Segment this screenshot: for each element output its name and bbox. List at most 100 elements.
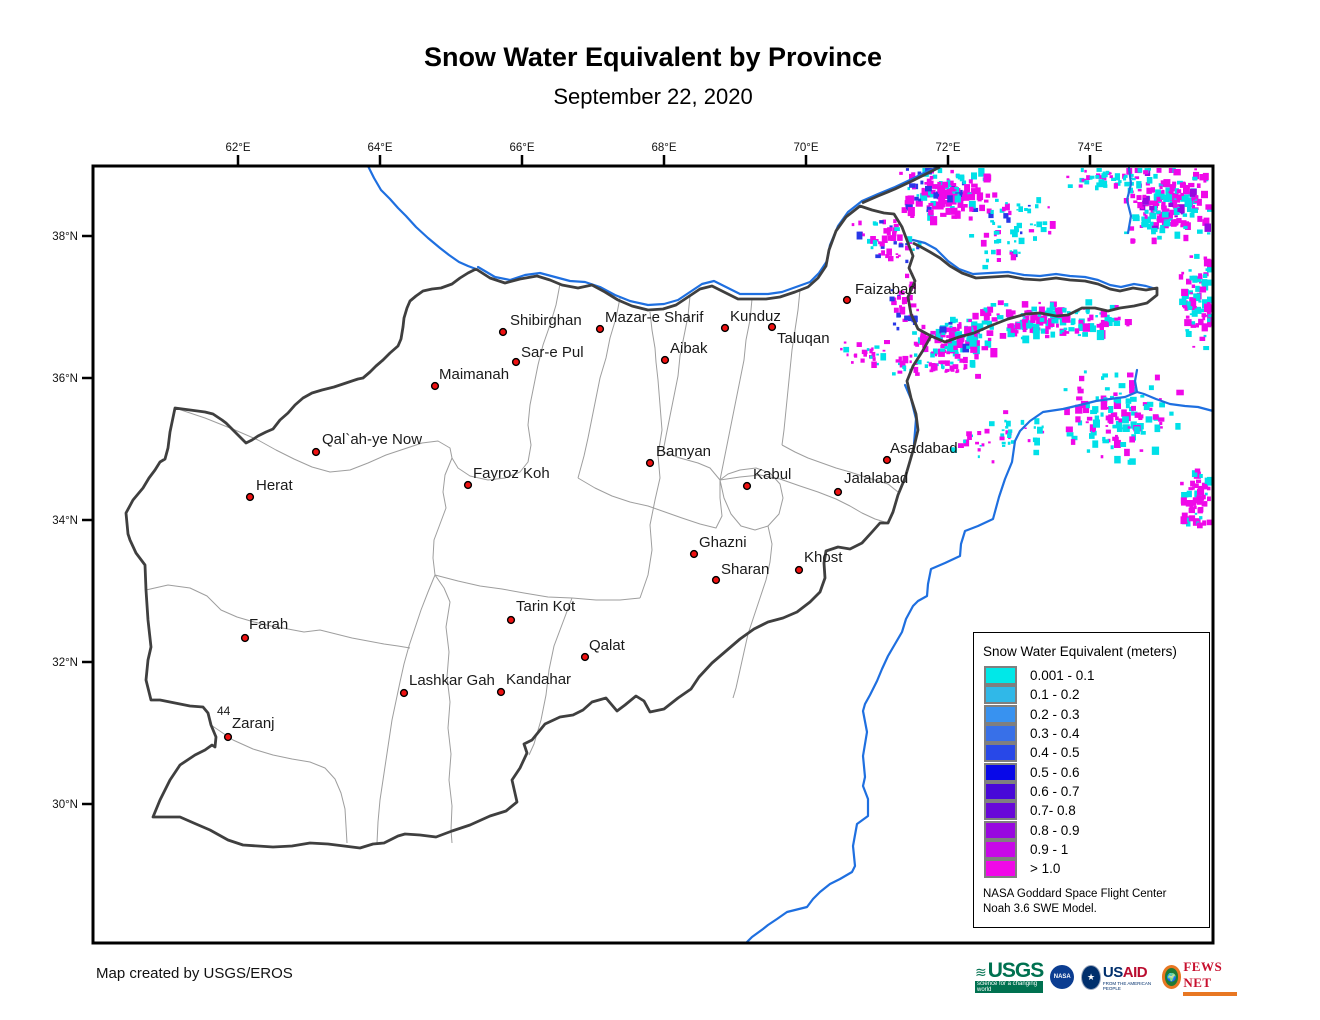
province-border-line — [719, 298, 753, 481]
snow-pixel — [1039, 317, 1045, 322]
snow-pixel — [1086, 311, 1090, 315]
snow-pixel — [1151, 222, 1159, 230]
snow-pixel — [951, 183, 957, 187]
legend-swatch — [984, 781, 1017, 801]
legend-row: 0.5 - 0.6 — [984, 762, 1209, 782]
snow-pixel — [1159, 185, 1163, 190]
legend-row: 0.3 - 0.4 — [984, 724, 1209, 744]
latitude-tick-label: 30°N — [52, 799, 78, 811]
snow-pixel — [950, 361, 954, 365]
legend-label: 0.001 - 0.1 — [1030, 668, 1095, 684]
snow-pixel — [977, 448, 981, 452]
map-frame — [91, 164, 1215, 945]
snow-pixel — [947, 343, 954, 349]
snow-pixel — [1092, 406, 1099, 413]
snow-pixel — [974, 353, 979, 360]
snow-pixel — [1093, 411, 1096, 414]
province-border-line — [528, 597, 573, 756]
snow-pixel — [1002, 206, 1006, 212]
snow-pixel — [987, 337, 992, 341]
snow-pixel — [1008, 210, 1012, 216]
snow-pixel — [1203, 258, 1211, 267]
snow-pixel — [1203, 334, 1207, 338]
snow-pixel — [908, 284, 912, 288]
snow-pixel — [1182, 305, 1186, 309]
snow-pixel — [950, 186, 957, 191]
snow-pixel — [935, 328, 943, 339]
snow-pixel — [1008, 437, 1011, 440]
snow-pixel — [945, 208, 951, 215]
nasa-meatball-icon: NASA — [1050, 965, 1075, 989]
snow-pixel — [940, 201, 945, 208]
legend-swatch — [984, 762, 1017, 782]
snow-pixel — [941, 332, 946, 335]
snow-pixel — [1018, 206, 1023, 212]
snow-pixel — [910, 303, 917, 308]
snow-pixel — [1201, 494, 1206, 500]
city-dot — [833, 487, 843, 497]
snow-pixel — [1172, 203, 1178, 208]
snow-pixel — [963, 356, 968, 364]
snow-pixel — [1046, 309, 1053, 317]
snow-pixel — [942, 200, 948, 205]
snow-pixel — [1090, 430, 1097, 436]
snow-pixel — [1068, 327, 1075, 332]
snow-pixel — [924, 182, 928, 185]
snow-pixel — [851, 361, 854, 364]
snow-pixel — [904, 315, 909, 321]
snow-pixel — [892, 231, 897, 237]
snow-pixel — [840, 347, 843, 351]
snow-pixel — [1174, 188, 1179, 194]
snow-pixel — [936, 191, 942, 197]
snow-pixel — [1193, 505, 1197, 510]
snow-pixel — [1125, 398, 1132, 404]
snow-pixel — [1148, 385, 1154, 391]
snow-pixel — [1173, 169, 1181, 176]
snow-pixel — [955, 334, 958, 337]
snow-pixel — [969, 360, 976, 368]
page-title: Snow Water Equivalent by Province — [423, 42, 883, 72]
snow-pixel — [980, 239, 987, 247]
snow-pixel — [1205, 268, 1210, 272]
snow-pixel — [1004, 203, 1010, 211]
snow-pixel — [942, 189, 949, 195]
legend-note-line1: NASA Goddard Space Flight Center — [983, 888, 1167, 901]
legend-swatch — [984, 820, 1017, 840]
snow-pixel — [1153, 193, 1158, 199]
snow-pixel — [1079, 375, 1085, 382]
snow-pixel — [1038, 301, 1041, 305]
snow-pixel — [1177, 218, 1182, 223]
snow-pixel — [1077, 388, 1084, 394]
snow-pixel — [915, 200, 923, 207]
snow-pixel — [985, 193, 991, 198]
snow-pixel — [875, 362, 879, 366]
snow-pixel — [1158, 183, 1164, 187]
city-dot — [463, 480, 473, 490]
snow-pixel — [1184, 306, 1189, 311]
snow-pixel — [1004, 419, 1007, 423]
snow-pixel — [878, 241, 881, 245]
snow-pixel — [1082, 323, 1090, 332]
snow-pixel — [1181, 271, 1185, 275]
snow-pixel — [1000, 433, 1005, 437]
snow-pixel — [1118, 383, 1126, 389]
snow-pixel — [929, 369, 934, 373]
snow-pixel — [1207, 311, 1211, 315]
snow-pixel — [1197, 488, 1205, 496]
snow-pixel — [907, 207, 915, 217]
snow-pixel — [1193, 293, 1201, 302]
snow-pixel — [1004, 303, 1009, 307]
snow-pixel — [1137, 189, 1142, 192]
snow-pixel — [1059, 331, 1063, 334]
snow-pixel — [982, 264, 989, 270]
snow-pixel — [1109, 304, 1117, 311]
snow-pixel — [1180, 192, 1184, 196]
snow-pixel — [1095, 185, 1099, 191]
snow-pixel — [902, 365, 907, 369]
snow-pixel — [1102, 439, 1109, 444]
city-dot — [842, 295, 852, 305]
snow-pixel — [942, 181, 948, 188]
snow-pixel — [1186, 520, 1191, 527]
snow-pixel — [1050, 331, 1056, 338]
snow-pixel — [1207, 232, 1211, 235]
